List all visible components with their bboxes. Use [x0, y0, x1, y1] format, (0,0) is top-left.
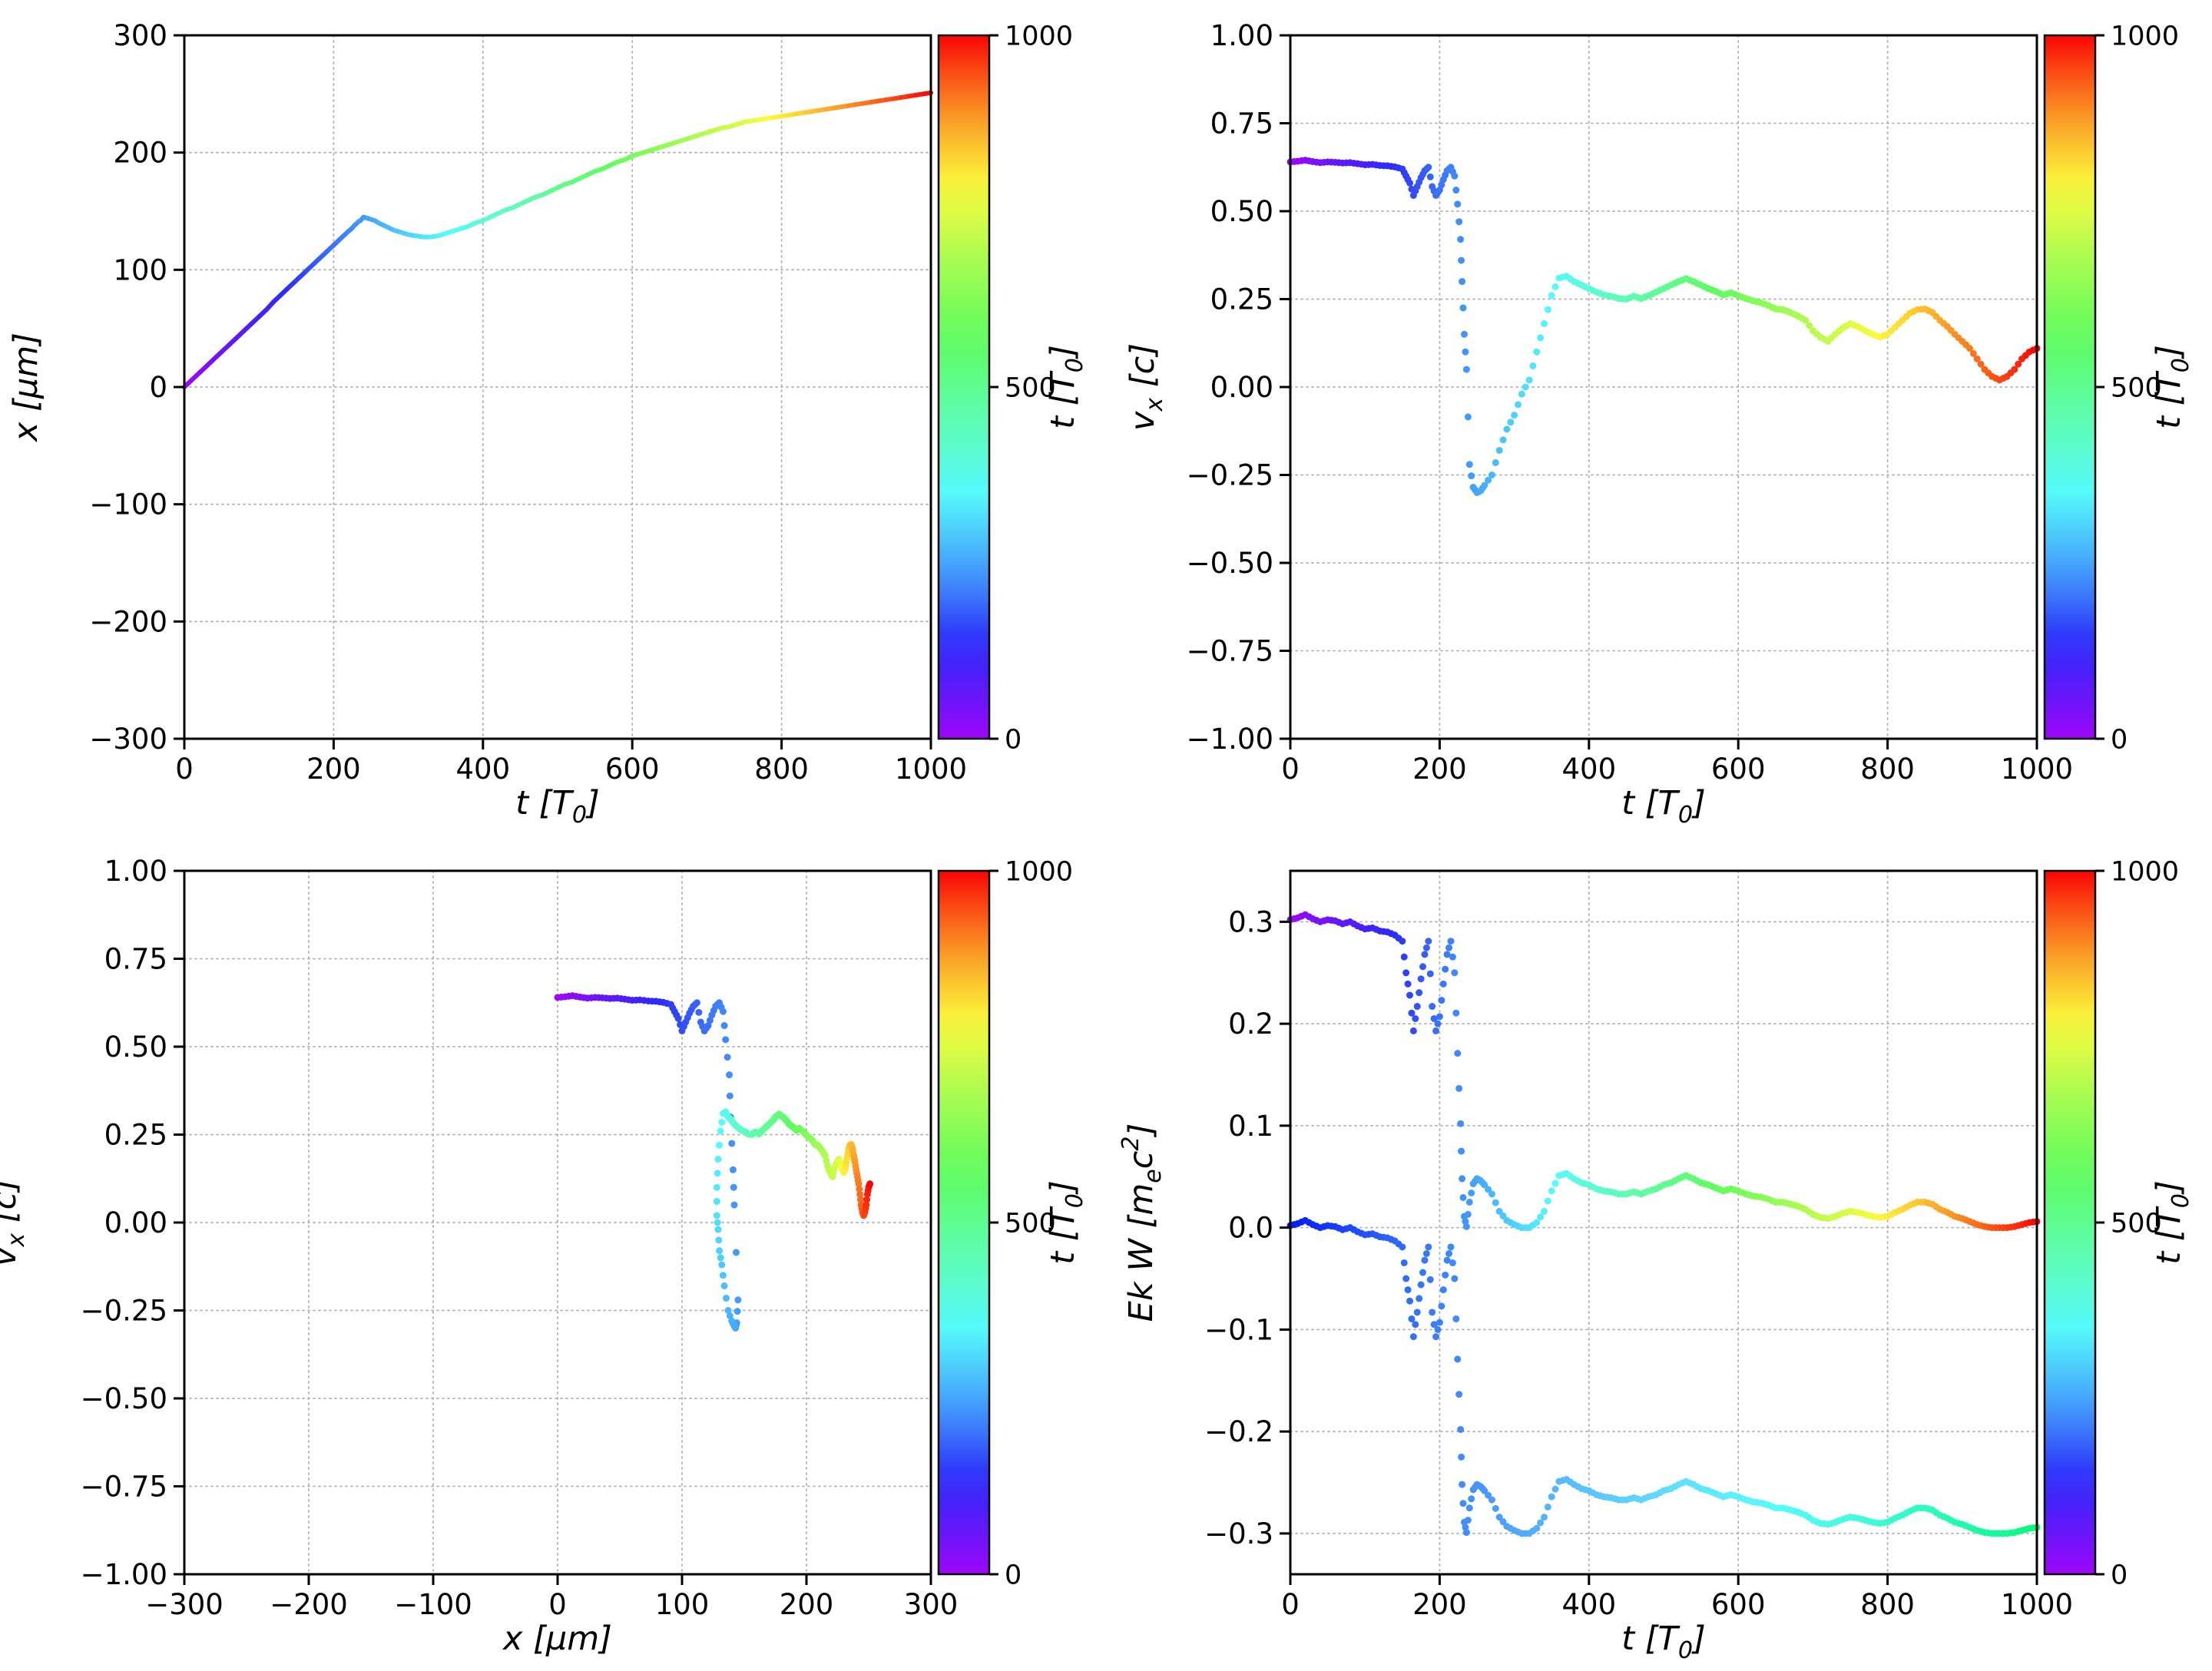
position-vs-time-chart: 0 200 400 600 800 1000 −300 −200 −100 0 100 200 300 t…: [7, 19, 1088, 829]
energy-vs-time-chart: 0 200 400 600 800 1000 −0.3 −0.2 −0.1 0.0 0.1 0.2 0.…: [1118, 857, 2194, 1665]
svg-text:−100: −100: [394, 1588, 472, 1621]
svg-text:0.2: 0.2: [1228, 1008, 1273, 1041]
svg-text:300: 300: [113, 19, 167, 52]
svg-text:1000: 1000: [1005, 857, 1073, 888]
svg-text:−0.25: −0.25: [1187, 458, 1273, 491]
svg-text:−300: −300: [89, 723, 167, 756]
svg-text:0: 0: [1281, 1588, 1300, 1621]
svg-text:200: 200: [780, 1588, 834, 1621]
svg-text:0: 0: [2111, 725, 2128, 756]
svg-text:t [T0]: t [T0]: [1621, 784, 1706, 829]
svg-text:t [T0]: t [T0]: [1621, 1620, 1706, 1664]
svg-text:1.00: 1.00: [1210, 19, 1273, 52]
svg-text:−0.50: −0.50: [1187, 547, 1273, 580]
svg-text:t [T0]: t [T0]: [515, 784, 600, 829]
svg-text:0.3: 0.3: [1228, 905, 1273, 938]
svg-text:0.25: 0.25: [1210, 283, 1273, 316]
panel-velocity-vs-position: −300 −200 −100 0 100 200 300 −1.00 −0.75 −0.50 −0.…: [0, 836, 1106, 1671]
svg-text:t [T0]: t [T0]: [1044, 345, 1088, 429]
svg-text:0: 0: [175, 753, 194, 786]
svg-text:1000: 1000: [2001, 753, 2073, 786]
svg-text:0.50: 0.50: [1210, 195, 1273, 228]
svg-text:800: 800: [754, 753, 809, 786]
svg-text:0.1: 0.1: [1228, 1110, 1273, 1143]
svg-text:1000: 1000: [2111, 857, 2179, 888]
svg-text:vx [c]: vx [c]: [0, 1179, 30, 1266]
svg-text:−300: −300: [145, 1588, 224, 1621]
svg-text:0: 0: [1005, 1560, 1022, 1591]
svg-text:1000: 1000: [2111, 22, 2179, 52]
svg-text:400: 400: [1561, 753, 1616, 786]
svg-text:500: 500: [2111, 373, 2162, 404]
svg-text:−0.50: −0.50: [81, 1382, 167, 1415]
svg-text:200: 200: [306, 753, 361, 786]
svg-text:0: 0: [149, 371, 167, 404]
svg-text:200: 200: [113, 137, 167, 170]
svg-text:−0.75: −0.75: [1187, 634, 1273, 667]
svg-text:1000: 1000: [895, 753, 967, 786]
svg-text:0.0: 0.0: [1228, 1212, 1273, 1245]
svg-text:100: 100: [113, 253, 167, 286]
svg-text:800: 800: [1860, 1588, 1915, 1621]
svg-text:0.00: 0.00: [104, 1206, 167, 1239]
svg-text:0: 0: [548, 1588, 567, 1621]
svg-text:1000: 1000: [1005, 22, 1073, 52]
svg-text:500: 500: [2111, 1209, 2162, 1239]
svg-text:vx [c]: vx [c]: [1124, 343, 1168, 431]
svg-text:0: 0: [1281, 753, 1300, 786]
svg-text:x [μm]: x [μm]: [7, 333, 45, 443]
svg-text:−100: −100: [89, 488, 167, 521]
svg-text:t [T0]: t [T0]: [2150, 345, 2194, 429]
svg-text:1.00: 1.00: [104, 855, 167, 888]
svg-text:0.75: 0.75: [1210, 107, 1273, 140]
svg-text:400: 400: [1561, 1588, 1616, 1621]
svg-text:300: 300: [904, 1588, 959, 1621]
velocity-vs-time-chart: 0 200 400 600 800 1000 −1.00 −0.75 −0.50 −0.25 0.0…: [1124, 19, 2194, 829]
svg-text:0.00: 0.00: [1210, 371, 1273, 404]
svg-text:−0.1: −0.1: [1204, 1313, 1273, 1346]
svg-text:400: 400: [455, 753, 510, 786]
svg-text:600: 600: [605, 753, 660, 786]
svg-text:−200: −200: [270, 1588, 348, 1621]
svg-text:−0.75: −0.75: [81, 1470, 167, 1503]
svg-text:0.25: 0.25: [104, 1118, 167, 1151]
svg-text:−200: −200: [89, 605, 167, 638]
svg-text:−1.00: −1.00: [81, 1558, 167, 1591]
svg-text:200: 200: [1412, 753, 1467, 786]
panel-velocity-vs-time: 0 200 400 600 800 1000 −1.00 −0.75 −0.50 −0.25 0.0…: [1106, 0, 2212, 836]
svg-text:x [μm]: x [μm]: [502, 1620, 612, 1658]
svg-text:1000: 1000: [2001, 1588, 2073, 1621]
panel-energy-vs-time: 0 200 400 600 800 1000 −0.3 −0.2 −0.1 0.0 0.1 0.2 0.…: [1106, 836, 2212, 1671]
svg-text:Ek W [mec2]: Ek W [mec2]: [1118, 1123, 1167, 1322]
svg-text:0: 0: [2111, 1560, 2128, 1591]
svg-text:600: 600: [1711, 753, 1766, 786]
svg-text:−0.25: −0.25: [81, 1294, 167, 1327]
svg-text:−0.2: −0.2: [1204, 1415, 1273, 1448]
svg-text:600: 600: [1711, 1588, 1766, 1621]
svg-text:100: 100: [655, 1588, 710, 1621]
svg-text:t [T0]: t [T0]: [2150, 1180, 2194, 1265]
svg-text:t [T0]: t [T0]: [1044, 1180, 1088, 1265]
svg-text:0: 0: [1005, 725, 1022, 756]
svg-text:500: 500: [1005, 1209, 1056, 1239]
svg-text:−1.00: −1.00: [1187, 723, 1273, 756]
velocity-vs-position-chart: −300 −200 −100 0 100 200 300 −1.00 −0.75 −0.50 −0.…: [0, 855, 1088, 1658]
svg-text:−0.3: −0.3: [1204, 1517, 1273, 1550]
svg-text:800: 800: [1860, 753, 1915, 786]
svg-text:200: 200: [1412, 1588, 1467, 1621]
svg-text:0.75: 0.75: [104, 942, 167, 975]
panel-position-vs-time: 0 200 400 600 800 1000 −300 −200 −100 0 100 200 300 t…: [0, 0, 1106, 836]
svg-text:500: 500: [1005, 373, 1056, 404]
svg-text:0.50: 0.50: [104, 1031, 167, 1064]
